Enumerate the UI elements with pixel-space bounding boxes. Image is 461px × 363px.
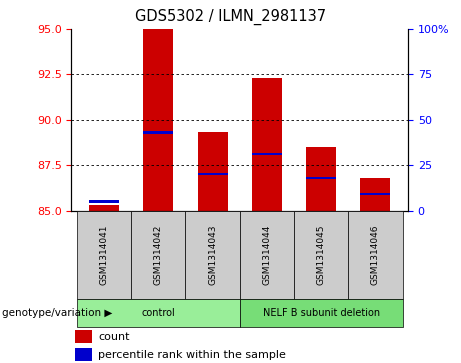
Bar — [294, 211, 348, 299]
Text: control: control — [142, 308, 175, 318]
Bar — [240, 299, 402, 327]
Bar — [306, 147, 336, 211]
Bar — [89, 205, 119, 211]
Bar — [240, 211, 294, 299]
Text: GSM1314046: GSM1314046 — [371, 225, 380, 285]
Bar — [306, 177, 336, 179]
Text: genotype/variation ▶: genotype/variation ▶ — [2, 308, 112, 318]
Bar — [143, 131, 173, 134]
Text: percentile rank within the sample: percentile rank within the sample — [98, 350, 286, 360]
Text: NELF B subunit deletion: NELF B subunit deletion — [263, 308, 380, 318]
Text: GSM1314044: GSM1314044 — [262, 225, 272, 285]
Bar — [77, 211, 131, 299]
Bar — [89, 200, 119, 203]
Bar — [252, 78, 282, 211]
Bar — [185, 211, 240, 299]
Bar — [198, 132, 228, 211]
Bar — [75, 348, 92, 361]
Bar — [361, 178, 390, 211]
Text: GSM1314041: GSM1314041 — [100, 225, 108, 285]
Text: GDS5302 / ILMN_2981137: GDS5302 / ILMN_2981137 — [135, 9, 326, 25]
Bar — [198, 173, 228, 175]
Text: count: count — [98, 332, 130, 342]
Text: GSM1314043: GSM1314043 — [208, 225, 217, 285]
Bar — [348, 211, 402, 299]
Bar — [143, 29, 173, 211]
Bar — [77, 299, 240, 327]
Bar — [361, 193, 390, 195]
Bar — [131, 211, 185, 299]
Text: GSM1314045: GSM1314045 — [317, 225, 325, 285]
Text: GSM1314042: GSM1314042 — [154, 225, 163, 285]
Bar — [75, 330, 92, 343]
Bar — [252, 153, 282, 155]
